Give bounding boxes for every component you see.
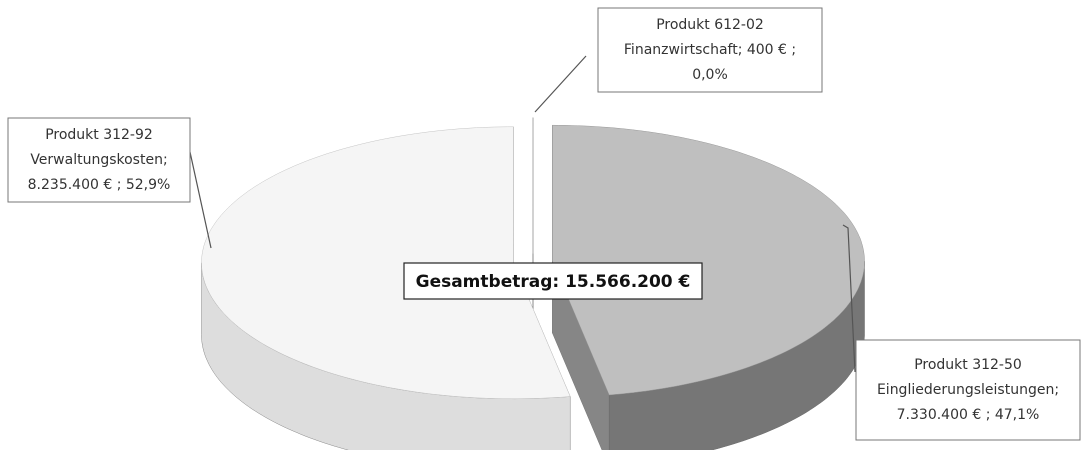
data-label: Produkt 312-92 xyxy=(45,127,153,143)
data-label: Verwaltungskosten; xyxy=(30,152,167,168)
label-box xyxy=(855,339,1081,441)
total-box xyxy=(403,262,703,300)
leader-line xyxy=(189,151,212,249)
slice xyxy=(201,126,571,400)
data-label: Produkt 612-02 xyxy=(656,17,764,33)
labels: Produkt 312-50 Eingliederungsleistungen; 7… xyxy=(7,7,1081,441)
pie xyxy=(201,117,865,450)
data-label: Eingliederungsleistungen; xyxy=(877,382,1059,398)
leader-line xyxy=(842,224,856,373)
total-label: Gesamtbetrag: 15.566.200 € xyxy=(416,272,691,292)
label-box xyxy=(597,7,823,93)
leader-line xyxy=(534,55,587,113)
data-label: 7.330.400 € ; 47,1% xyxy=(897,407,1040,423)
data-label: Finanzwirtschaft; 400 € ; xyxy=(624,42,796,58)
data-label: 0,0% xyxy=(692,67,728,83)
label-box xyxy=(7,117,191,203)
slice xyxy=(552,124,865,396)
data-label: 8.235.400 € ; 52,9% xyxy=(28,177,171,193)
data-label: Produkt 312-50 xyxy=(914,357,1022,373)
